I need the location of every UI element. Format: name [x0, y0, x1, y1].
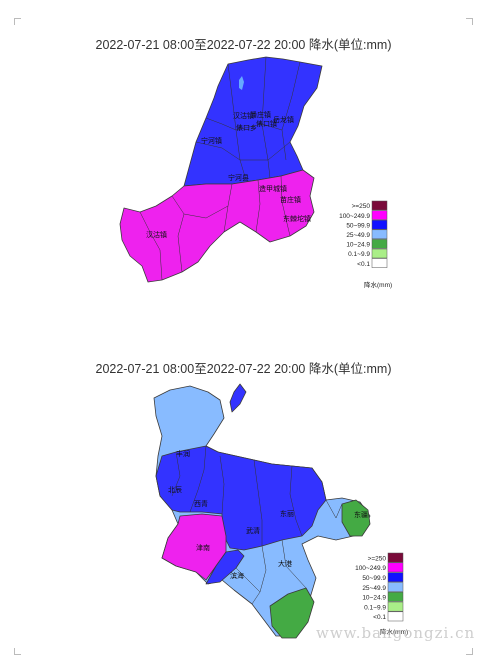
town-label: 北辰	[168, 486, 182, 494]
town-label: 俵口乡	[236, 123, 257, 132]
rainfall-zone-50-99	[155, 445, 327, 551]
legend-swatch	[371, 258, 388, 268]
legend-swatch	[387, 601, 404, 612]
town-label: 滨海	[230, 571, 244, 580]
rainfall-zone-50-99	[205, 549, 245, 585]
legend-label: 50~99.9	[346, 222, 370, 229]
precipitation-map-1	[119, 56, 323, 283]
page-corner-mark	[14, 648, 21, 655]
town-label: 苗庄镇	[280, 195, 301, 204]
town-label: 造甲城镇	[259, 184, 287, 193]
legend-swatch	[387, 591, 404, 602]
rainfall-zone-100-249	[161, 513, 227, 581]
legend-label: 10~24.9	[346, 242, 370, 249]
map-1-legend: >=250 100~249.9 50~99.9 25~49.9 10~24.9 0.1~9…	[339, 200, 388, 268]
town-label: 东丽	[280, 509, 294, 518]
legend-swatch	[387, 552, 404, 563]
town-label: 大港	[278, 559, 292, 568]
legend-label: <0.1	[357, 261, 370, 268]
map-title: 2022-07-21 08:00至2022-07-22 20:00 降水(单位:…	[95, 38, 392, 52]
map-2-town-labels: 丰润 北辰 西青 东丽 武清 津南 滨海 大港 东疆	[168, 449, 368, 580]
legend-label: 100~249.9	[355, 565, 386, 572]
watermark-text: www.bangongzi.cn	[316, 624, 476, 642]
legend-swatch	[387, 611, 404, 622]
legend-swatch	[371, 210, 388, 220]
rainfall-zone-10-24	[269, 587, 315, 639]
legend-swatch	[371, 229, 388, 240]
town-label: 津南	[196, 543, 210, 552]
town-label: 宁河县	[228, 173, 249, 182]
legend-swatch	[387, 582, 404, 592]
legend-swatch	[371, 248, 388, 259]
legend-label: 100~249.9	[339, 213, 370, 220]
town-label: 丰润	[176, 449, 190, 458]
legend-label: 10~24.9	[362, 595, 386, 602]
rainfall-zone-10-24	[341, 499, 371, 537]
legend-unit-label: 降水(mm)	[380, 627, 408, 636]
page-corner-mark	[466, 18, 473, 25]
town-label: 东棘坨镇	[283, 214, 311, 223]
town-label: 岳龙镇	[273, 115, 294, 124]
legend-label: >=250	[368, 555, 387, 562]
legend-swatch	[371, 219, 388, 230]
town-label: 汉沽镇	[233, 111, 254, 120]
legend-label: <0.1	[373, 614, 386, 621]
page-corner-mark	[466, 648, 473, 655]
page-corner-mark	[14, 18, 21, 25]
rainfall-zone-50-99	[229, 383, 247, 413]
town-label: 潘庄镇	[250, 110, 271, 119]
map-title: 2022-07-21 08:00至2022-07-22 20:00 降水(单位:…	[95, 362, 392, 376]
legend-unit-label: 降水(mm)	[364, 280, 392, 289]
town-label: 武清	[246, 526, 260, 535]
legend-swatch	[371, 200, 388, 211]
town-label: 宁河镇	[201, 136, 222, 145]
legend-label: 50~99.9	[362, 575, 386, 582]
town-label: 俵口镇	[256, 119, 277, 128]
legend-label: 25~49.9	[346, 232, 370, 239]
rainfall-spot-25-49	[239, 76, 244, 90]
legend-swatch	[387, 562, 404, 573]
rainfall-zone-50-99	[183, 56, 323, 187]
legend-label: 25~49.9	[362, 585, 386, 592]
town-label: 汉沽镇	[146, 230, 167, 239]
town-label: 西青	[194, 499, 208, 508]
town-label: 东疆	[354, 510, 368, 519]
legend-label: 0.1~9.9	[348, 251, 370, 258]
legend-swatch	[387, 572, 404, 583]
precipitation-map-2	[153, 383, 371, 639]
legend-label: 0.1~9.9	[364, 604, 386, 611]
map-2-legend: >=250 100~249.9 50~99.9 25~49.9 10~24.9 0.1~9…	[355, 552, 404, 622]
map-1-town-labels: 宁河镇 汉沽镇 潘庄镇 岳龙镇 俵口乡 俵口镇 宁河县 造甲城镇 苗庄镇 东棘坨…	[146, 110, 311, 239]
legend-label: >=250	[352, 203, 371, 210]
legend-swatch	[371, 239, 388, 249]
